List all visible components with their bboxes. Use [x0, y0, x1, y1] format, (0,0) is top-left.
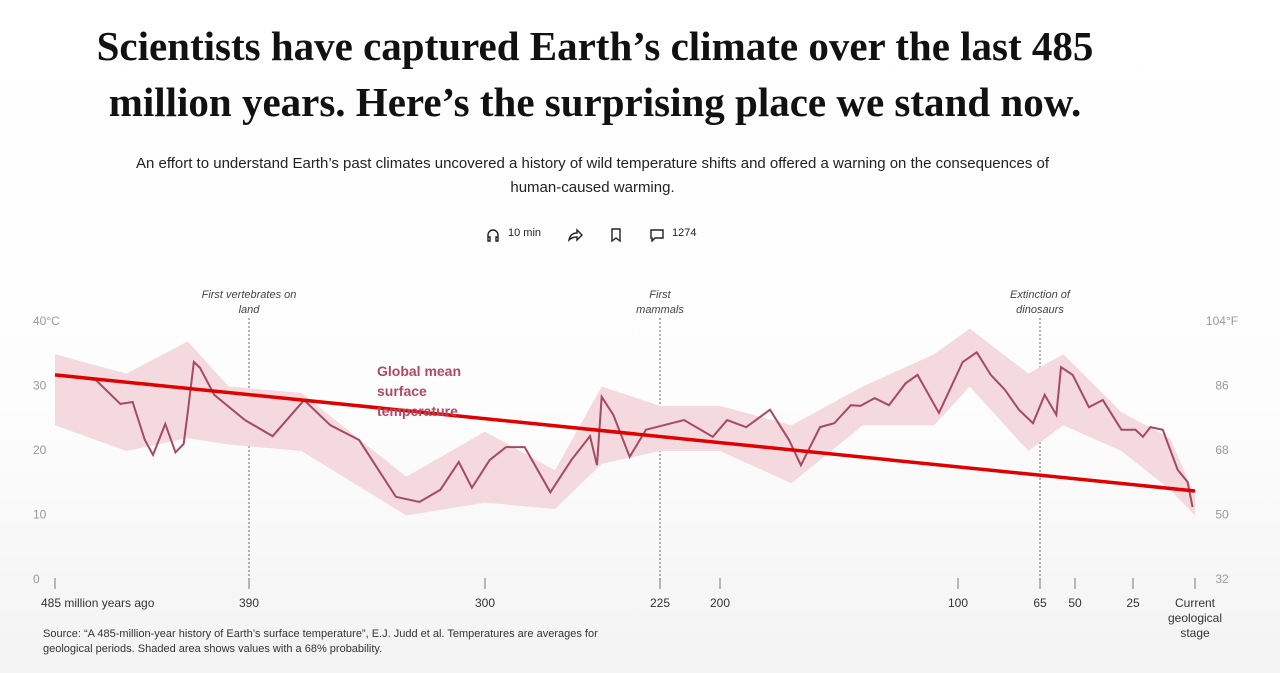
annotation: First mammals	[636, 289, 684, 316]
y-tick-label: 40°C	[33, 314, 60, 328]
uncertainty-band	[55, 328, 1195, 516]
share-icon[interactable]	[567, 228, 583, 242]
headline: Scientists have captured Earth’s climate…	[96, 23, 1094, 125]
subtitle: An effort to understand Earth’s past cli…	[135, 155, 1050, 196]
annotation: Extinction of dinosaurs	[1010, 289, 1070, 316]
x-tick-label: 100	[947, 596, 969, 610]
y-tick-label: 30	[33, 379, 47, 393]
y-tick-label: 10	[33, 508, 47, 522]
x-tick-label: 65	[1033, 596, 1047, 610]
x-tick-label: 390	[238, 596, 260, 610]
y-tick-label: 0	[33, 572, 40, 586]
listen-time[interactable]: 10 min	[508, 227, 542, 239]
annotation: First vertebrates on land	[201, 289, 297, 316]
y2-tick-label: 104°F	[1206, 314, 1238, 328]
source-note: Source: “A 485-million-year history of E…	[43, 628, 598, 655]
bookmark-icon[interactable]	[610, 228, 622, 242]
x-tick-label: 225	[649, 596, 671, 610]
x-tick-label: 485 million years ago	[41, 596, 155, 610]
x-tick-label: 300	[474, 596, 496, 610]
trend-line	[54, 373, 1196, 493]
temperature-line	[54, 350, 1194, 508]
y2-tick-label: 50	[1215, 508, 1229, 522]
y-tick-label: 20	[33, 443, 47, 457]
headphones-icon[interactable]	[486, 228, 500, 242]
comment-count[interactable]: 1274	[672, 227, 697, 239]
comment-icon[interactable]	[650, 228, 664, 242]
x-tick-label: Current geological stage	[1167, 596, 1223, 640]
x-tick-label: 200	[709, 596, 731, 610]
x-tick-label: 50	[1068, 596, 1082, 610]
y2-tick-label: 32	[1215, 572, 1229, 586]
y2-tick-label: 68	[1215, 443, 1229, 457]
y2-tick-label: 86	[1215, 379, 1229, 393]
series-label: Global mean surface temperature	[377, 363, 462, 419]
x-tick-label: 25	[1126, 596, 1140, 610]
